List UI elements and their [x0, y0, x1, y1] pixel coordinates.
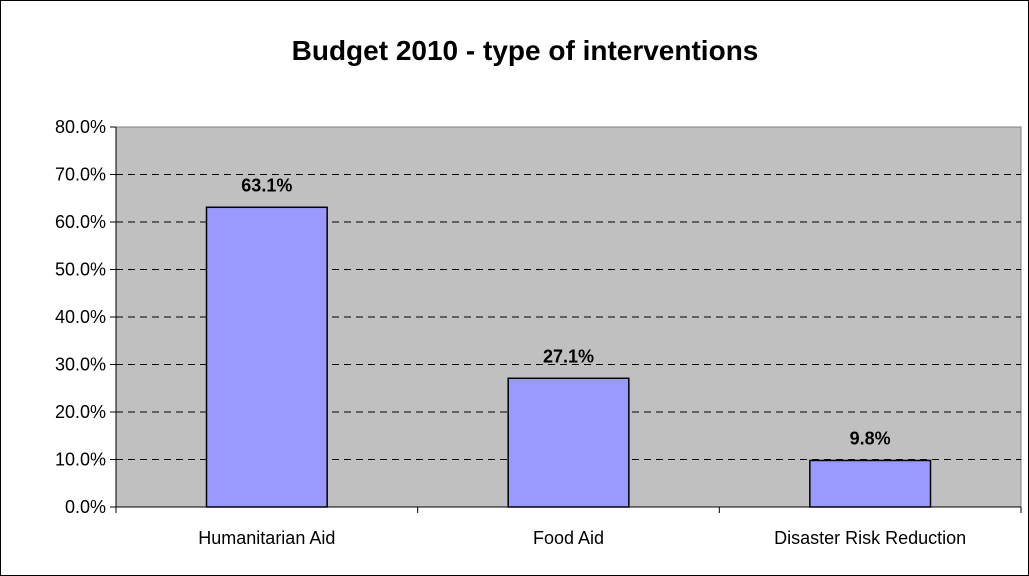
- data-label: 9.8%: [850, 428, 891, 448]
- chart-title: Budget 2010 - type of interventions: [292, 35, 759, 66]
- data-label: 63.1%: [241, 175, 292, 195]
- x-axis-ticks: Humanitarian Aid Food Aid Disaster Risk Re…: [198, 528, 966, 548]
- bars: [205, 206, 932, 508]
- y-tick-label: 30.0%: [55, 355, 106, 375]
- y-tick-label: 40.0%: [55, 307, 106, 327]
- data-labels: 63.1% 27.1% 9.8%: [241, 175, 890, 448]
- data-label: 27.1%: [543, 346, 594, 366]
- axes: [110, 126, 1022, 513]
- bar: [507, 377, 630, 508]
- x-tick-label: Disaster Risk Reduction: [774, 528, 966, 548]
- y-axis-ticks: 0.0% 10.0% 20.0% 30.0% 40.0% 50.0% 60.0% 70.0% 8…: [55, 117, 106, 517]
- y-tick-label: 60.0%: [55, 212, 106, 232]
- y-tick-label: 50.0%: [55, 260, 106, 280]
- x-tick-label: Food Aid: [533, 528, 604, 548]
- y-tick-label: 20.0%: [55, 402, 106, 422]
- y-tick-label: 10.0%: [55, 450, 106, 470]
- y-tick-label: 70.0%: [55, 165, 106, 185]
- y-tick-label: 0.0%: [65, 497, 106, 517]
- bar: [205, 206, 328, 508]
- x-tick-label: Humanitarian Aid: [198, 528, 335, 548]
- y-tick-label: 80.0%: [55, 117, 106, 137]
- bar: [809, 459, 932, 508]
